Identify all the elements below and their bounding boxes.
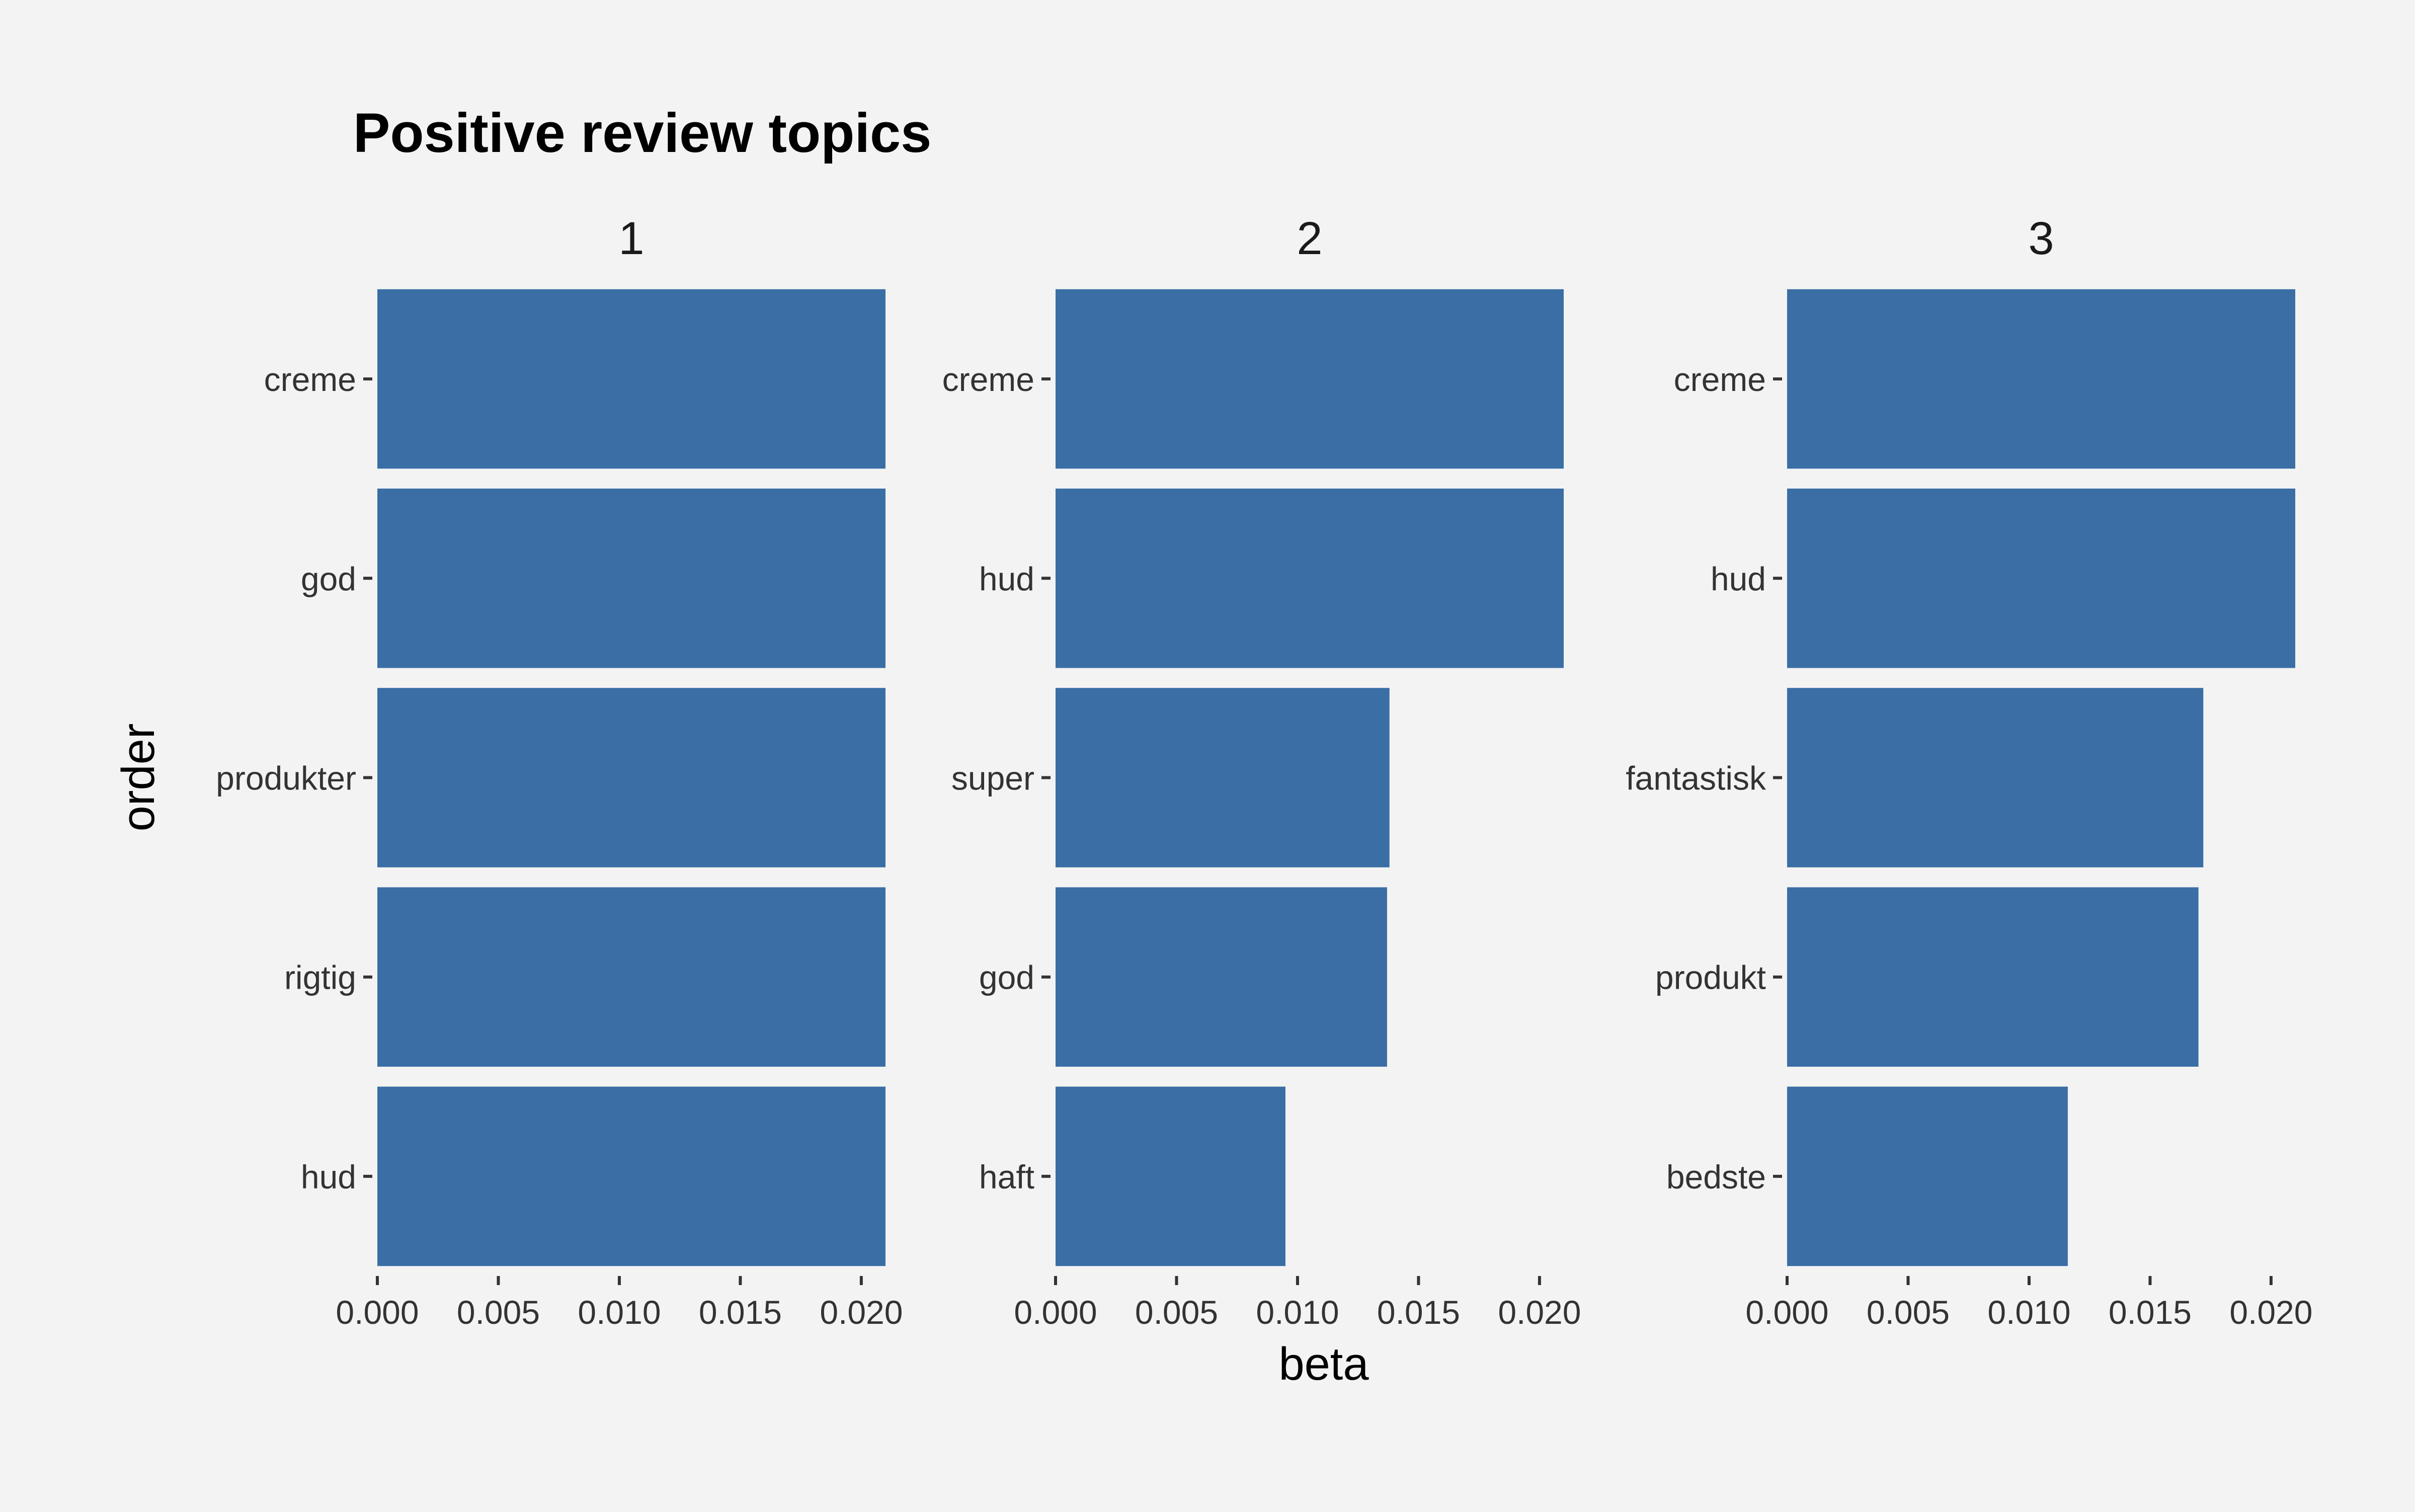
y-tick-label: bedste (1666, 1158, 1766, 1196)
x-tick-label: 0.005 (1135, 1294, 1218, 1331)
bar (377, 887, 886, 1067)
facet-panel: 3 creme hud fantastisk produkt bedste 0.000 0.0… (1626, 213, 2312, 1331)
y-tick-label: produkter (216, 760, 356, 797)
y-tick-label: creme (264, 361, 356, 398)
x-tick-label: 0.010 (1256, 1294, 1339, 1331)
bar (1787, 887, 2199, 1067)
y-tick-label: haft (979, 1158, 1034, 1196)
x-tick-label: 0.000 (1745, 1294, 1828, 1331)
bar (377, 688, 886, 867)
bar (1056, 1086, 1285, 1266)
y-tick-label: god (301, 560, 356, 597)
y-tick-label: super (951, 760, 1034, 797)
facet-panel: 1 creme god produkter rigtig hud 0.000 0.005 0.0… (216, 213, 903, 1331)
facet-panel: 2 creme hud super god haft 0.000 0.005 0.010 0.01… (942, 213, 1581, 1331)
x-tick-label: 0.005 (1867, 1294, 1950, 1331)
bar (1787, 489, 2295, 668)
bar (1787, 688, 2204, 867)
x-tick-label: 0.015 (2109, 1294, 2192, 1331)
y-tick-label: creme (1674, 361, 1766, 398)
y-tick-label: hud (1711, 560, 1766, 597)
y-tick-label: hud (301, 1158, 356, 1196)
x-tick-label: 0.015 (699, 1294, 782, 1331)
x-axis-title: beta (1278, 1338, 1369, 1390)
facet-panels: 1 creme god produkter rigtig hud 0.000 0.005 0.0… (216, 213, 2312, 1331)
y-tick-label: produkt (1655, 959, 1766, 996)
x-tick-label: 0.000 (1014, 1294, 1097, 1331)
x-tick-label: 0.020 (2229, 1294, 2312, 1331)
x-tick-label: 0.020 (1498, 1294, 1581, 1331)
bar (1787, 289, 2295, 469)
bar (1056, 688, 1390, 867)
bar (377, 289, 886, 469)
x-tick-label: 0.010 (1987, 1294, 2070, 1331)
y-tick-label: fantastisk (1626, 760, 1766, 797)
y-tick-label: hud (979, 560, 1034, 597)
x-tick-label: 0.020 (820, 1294, 903, 1331)
bar (1056, 289, 1564, 469)
x-tick-label: 0.005 (457, 1294, 540, 1331)
y-axis-title: order (113, 724, 164, 832)
facet-label: 2 (1297, 213, 1322, 264)
x-tick-label: 0.010 (578, 1294, 661, 1331)
facet-label: 1 (618, 213, 644, 264)
bar (1787, 1086, 2068, 1266)
bar (1056, 887, 1387, 1067)
y-tick-label: creme (942, 361, 1034, 398)
y-tick-label: rigtig (284, 959, 356, 996)
x-tick-label: 0.015 (1377, 1294, 1460, 1331)
bar (1056, 489, 1564, 668)
bar (377, 1086, 886, 1266)
facet-label: 3 (2028, 213, 2054, 264)
bar (377, 489, 886, 668)
y-tick-label: god (979, 959, 1034, 996)
x-tick-label: 0.000 (336, 1294, 419, 1331)
chart-title: Positive review topics (353, 102, 931, 164)
